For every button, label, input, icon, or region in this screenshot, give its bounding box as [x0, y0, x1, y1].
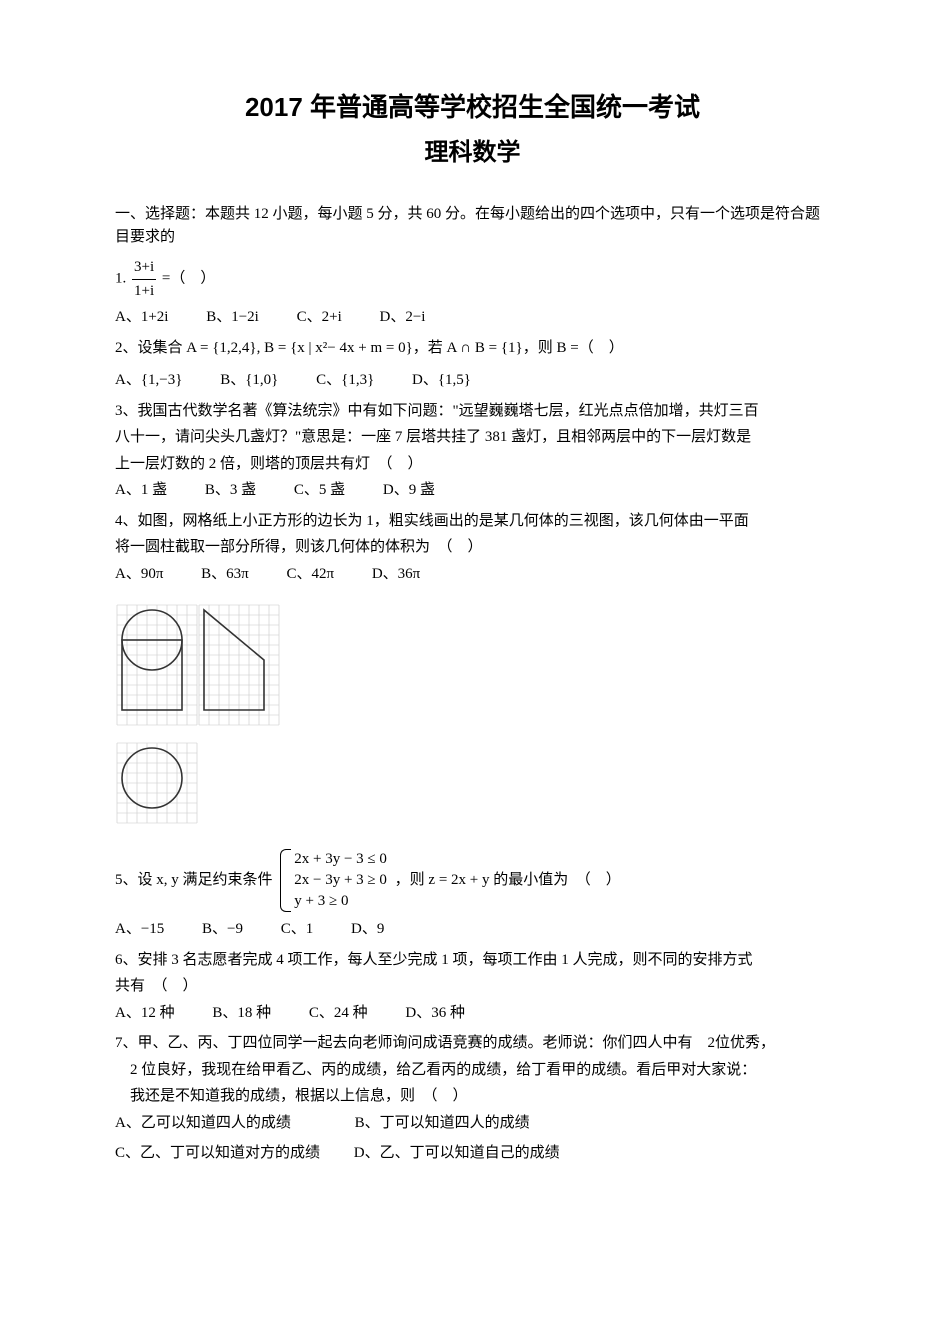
- question-7-line2: 2 位良好，我现在给甲看乙、丙的成绩，给乙看丙的成绩，给丁看甲的成绩。看后甲对大…: [115, 1059, 830, 1082]
- q6-options: A、12 种 B、18 种 C、24 种 D、36 种: [115, 1002, 830, 1025]
- q1-opt-d: D、2−i: [380, 306, 426, 329]
- q5-lead: 5、设 x, y 满足约束条件: [115, 872, 276, 888]
- question-4-line2: 将一圆柱截取一部分所得，则该几何体的体积为 （ ）: [115, 536, 830, 559]
- q5-options: A、−15 B、−9 C、1 D、9: [115, 918, 830, 941]
- q1-frac-den: 1+i: [132, 280, 156, 303]
- question-5: 5、设 x, y 满足约束条件 2x + 3y − 3 ≤ 0 2x − 3y …: [115, 849, 830, 912]
- main-title: 2017 年普通高等学校招生全国统一考试: [115, 88, 830, 127]
- q1-tail: =（ ）: [162, 270, 215, 286]
- figure-row-2: [115, 741, 830, 831]
- question-3-line1: 3、我国古代数学名著《算法统宗》中有如下问题："远望巍巍塔七层，红光点点倍加增，…: [115, 400, 830, 423]
- q5-cond-2: 2x − 3y + 3 ≥ 0: [294, 870, 387, 891]
- q4-options: A、90π B、63π C、42π D、36π: [115, 563, 830, 586]
- q7-options-row1: A、乙可以知道四人的成绩 B、丁可以知道四人的成绩: [115, 1112, 830, 1135]
- q1-opt-b: B、1−2i: [206, 306, 259, 329]
- q4-opt-c: C、42π: [287, 563, 335, 586]
- q1-options: A、1+2i B、1−2i C、2+i D、2−i: [115, 306, 830, 329]
- q2-opt-c: C、{1,3}: [316, 369, 374, 392]
- q1-opt-c: C、2+i: [297, 306, 342, 329]
- question-6-line1: 6、安排 3 名志愿者完成 4 项工作，每人至少完成 1 项，每项工作由 1 人…: [115, 949, 830, 972]
- question-7-line1: 7、甲、乙、丙、丁四位同学一起去向老师询问成语竞赛的成绩。老师说：你们四人中有 …: [115, 1032, 830, 1055]
- q3-options: A、1 盏 B、3 盏 C、5 盏 D、9 盏: [115, 479, 830, 502]
- q4-opt-b: B、63π: [201, 563, 249, 586]
- q2-options: A、{1,−3} B、{1,0} C、{1,3} D、{1,5}: [115, 369, 830, 392]
- q2-opt-b: B、{1,0}: [220, 369, 278, 392]
- q4-figures: [115, 603, 830, 831]
- q3-opt-c: C、5 盏: [294, 479, 345, 502]
- question-3-line3: 上一层灯数的 2 倍，则塔的顶层共有灯 （ ）: [115, 453, 830, 476]
- q4-opt-a: A、90π: [115, 563, 163, 586]
- section-intro: 一、选择题：本题共 12 小题，每小题 5 分，共 60 分。在每小题给出的四个…: [115, 203, 830, 248]
- q3-opt-d: D、9 盏: [383, 479, 435, 502]
- q1-fraction: 3+i 1+i: [132, 256, 156, 302]
- q7-opt-a: A、乙可以知道四人的成绩: [115, 1112, 291, 1135]
- q7-options-row2: C、乙、丁可以知道对方的成绩 D、乙、丁可以知道自己的成绩: [115, 1142, 830, 1165]
- q5-cond-3: y + 3 ≥ 0: [294, 891, 387, 912]
- q6-opt-d: D、36 种: [405, 1002, 465, 1025]
- question-6-line2: 共有 （ ）: [115, 975, 830, 998]
- question-2: 2、设集合 A = {1,2,4}, B = {x | x²− 4x + m =…: [115, 337, 830, 360]
- q3-opt-b: B、3 盏: [205, 479, 256, 502]
- three-view-bottom-icon: [115, 741, 205, 831]
- q5-tail: ，则 z = 2x + y 的最小值为 （ ）: [395, 872, 621, 888]
- question-4-line1: 4、如图，网格纸上小正方形的边长为 1，粗实线画出的是某几何体的三视图，该几何体…: [115, 510, 830, 533]
- q1-label: 1.: [115, 270, 126, 286]
- q2-opt-a: A、{1,−3}: [115, 369, 182, 392]
- q7-opt-b: B、丁可以知道四人的成绩: [355, 1112, 530, 1135]
- q7-opt-d: D、乙、丁可以知道自己的成绩: [354, 1142, 560, 1165]
- q1-frac-num: 3+i: [132, 256, 156, 280]
- q5-opt-c: C、1: [281, 918, 314, 941]
- q6-opt-c: C、24 种: [309, 1002, 368, 1025]
- three-view-top-row-icon: [115, 603, 285, 733]
- q4-opt-d: D、36π: [372, 563, 420, 586]
- q1-opt-a: A、1+2i: [115, 306, 168, 329]
- q3-opt-a: A、1 盏: [115, 479, 167, 502]
- q5-opt-b: B、−9: [202, 918, 243, 941]
- exam-page: 2017 年普通高等学校招生全国统一考试 理科数学 一、选择题：本题共 12 小…: [0, 0, 945, 1337]
- figure-row-1: [115, 603, 830, 733]
- q7-opt-c: C、乙、丁可以知道对方的成绩: [115, 1142, 320, 1165]
- q6-opt-a: A、12 种: [115, 1002, 175, 1025]
- q5-opt-d: D、9: [351, 918, 384, 941]
- sub-title: 理科数学: [115, 135, 830, 171]
- question-1: 1. 3+i 1+i =（ ）: [115, 256, 830, 302]
- question-7-line3: 我还是不知道我的成绩，根据以上信息，则 （ ）: [115, 1085, 830, 1108]
- q5-brace: 2x + 3y − 3 ≤ 0 2x − 3y + 3 ≥ 0 y + 3 ≥ …: [280, 849, 387, 912]
- q6-opt-b: B、18 种: [212, 1002, 271, 1025]
- question-3-line2: 八十一，请问尖头几盏灯？"意思是：一座 7 层塔共挂了 381 盏灯，且相邻两层…: [115, 426, 830, 449]
- q5-opt-a: A、−15: [115, 918, 164, 941]
- q2-opt-d: D、{1,5}: [412, 369, 471, 392]
- q5-cond-1: 2x + 3y − 3 ≤ 0: [294, 849, 387, 870]
